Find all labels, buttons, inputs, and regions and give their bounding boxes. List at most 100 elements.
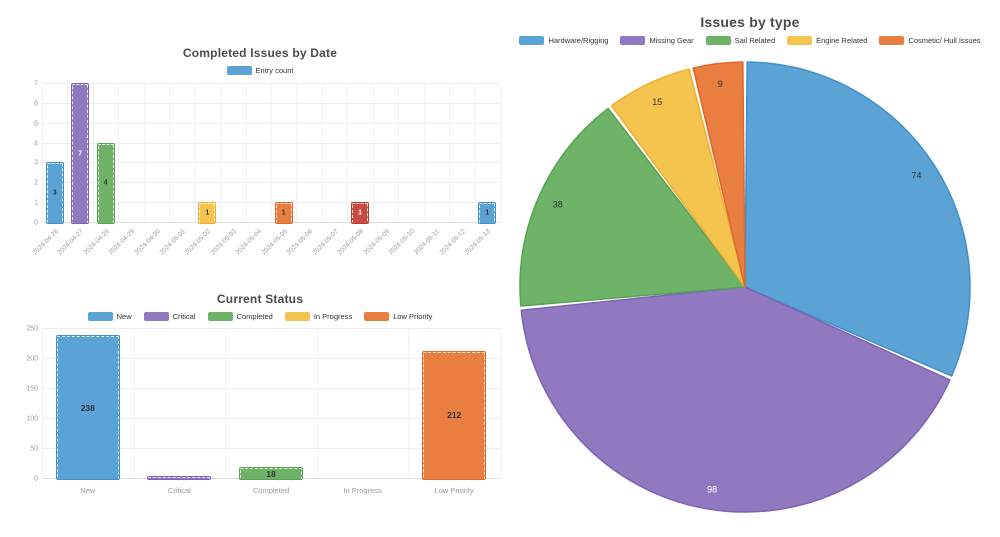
legend-swatch bbox=[519, 36, 545, 45]
bar-value-label: 212 bbox=[447, 410, 462, 421]
legend-item-critical[interactable]: Critical bbox=[143, 312, 196, 321]
pie-slice-hardware-rigging[interactable] bbox=[744, 61, 971, 377]
legend-item-in-progress[interactable]: In Progress bbox=[284, 312, 352, 321]
x-gridline bbox=[474, 84, 476, 223]
y-axis-tick-label: 0 bbox=[34, 475, 38, 483]
pie-slice-sail-related[interactable] bbox=[519, 107, 746, 307]
bar-2024-05-08[interactable] bbox=[352, 203, 369, 223]
legend-item-label: Completed bbox=[236, 312, 273, 321]
bar-value-label: 1 bbox=[205, 209, 210, 217]
x-axis-category-label: 2024-04-28 bbox=[82, 228, 111, 257]
x-axis-category-label: 2024-05-04 bbox=[234, 228, 264, 257]
y-axis-tick-label: 250 bbox=[26, 325, 38, 333]
x-axis-category-label: 2024-05-10 bbox=[387, 228, 416, 257]
x-gridline bbox=[42, 329, 43, 479]
x-axis-category-label: 2024-05-05 bbox=[260, 228, 289, 257]
bar-value-label: 18 bbox=[266, 468, 276, 479]
legend-item-engine-related[interactable]: Engine Related bbox=[787, 36, 867, 45]
current-status-bar-plot: 0 50 100 150 200 250 238 New Critical 18 Completed… bbox=[26, 326, 501, 495]
x-gridline bbox=[220, 84, 222, 223]
x-gridline bbox=[398, 84, 400, 223]
legend-item-label: Cosmetic/ Hull Issues bbox=[908, 36, 981, 45]
y-gridline bbox=[42, 448, 500, 449]
legend-item-completed[interactable]: Completed bbox=[207, 312, 273, 321]
bar-completed[interactable] bbox=[240, 468, 302, 479]
completed-issues-by-date-chart: Completed Issues by Date Entry count 0 1 2… bbox=[15, 46, 505, 256]
legend-item-label: Hardware/Rigging bbox=[548, 36, 609, 45]
bar-new[interactable] bbox=[56, 336, 119, 479]
x-axis-category-label: 2024-05-07 bbox=[311, 228, 340, 257]
y-gridline bbox=[42, 328, 500, 329]
legend-item-missing-gear[interactable]: Missing Gear bbox=[620, 36, 694, 45]
legend-item-low-priority[interactable]: Low Priority bbox=[364, 312, 432, 321]
bar-value-label: 4 bbox=[103, 179, 108, 187]
bar-2024-04-28[interactable] bbox=[97, 143, 114, 223]
pie-canvas: 74 98 38 15 9 bbox=[510, 52, 980, 527]
x-axis-category-label: New bbox=[80, 486, 96, 495]
bar-value-label: 1 bbox=[281, 209, 286, 217]
legend-swatch bbox=[143, 312, 169, 321]
legend-item-entry-count[interactable]: Entry count bbox=[226, 66, 293, 75]
bar-2024-05-13[interactable] bbox=[479, 203, 496, 223]
pie-slice-value-label: 74 bbox=[912, 170, 922, 180]
x-axis-category-label: 2024-05-12 bbox=[438, 228, 467, 257]
pie-slice-cosmetic-hull-issues[interactable] bbox=[692, 61, 746, 288]
x-gridline bbox=[169, 84, 171, 223]
pie-slice-missing-gear[interactable] bbox=[520, 286, 951, 513]
x-axis-category-label: 2024-04-26 bbox=[31, 228, 60, 257]
pie-slice-value-label: 38 bbox=[553, 199, 563, 209]
legend-swatch bbox=[879, 36, 905, 45]
bar-critical[interactable] bbox=[148, 477, 211, 479]
x-gridline bbox=[225, 329, 227, 479]
bar-value-label: 7 bbox=[78, 150, 83, 157]
legend-swatch bbox=[705, 36, 731, 45]
completed-issues-chart-title: Completed Issues by Date bbox=[182, 46, 338, 60]
y-axis-tick-label: 5 bbox=[34, 120, 38, 128]
x-axis-category-label: In Progress bbox=[343, 486, 382, 495]
x-axis-category-label: 2024-05-11 bbox=[413, 228, 442, 257]
y-gridline bbox=[42, 388, 500, 389]
x-gridline bbox=[408, 329, 410, 479]
x-gridline bbox=[423, 84, 425, 223]
legend-swatch bbox=[207, 312, 233, 321]
x-axis-category-label: 2024-05-03 bbox=[209, 228, 238, 257]
x-gridline bbox=[347, 84, 349, 223]
x-axis-category-label: 2024-05-06 bbox=[285, 228, 315, 257]
current-status-chart: Current Status New Critical Completed In Pr… bbox=[15, 292, 505, 495]
x-gridline bbox=[449, 84, 451, 223]
y-gridline bbox=[42, 358, 500, 359]
bar-value-label: 238 bbox=[80, 402, 95, 413]
y-axis-tick-label: 100 bbox=[26, 415, 38, 423]
y-axis-tick-label: 150 bbox=[26, 385, 38, 393]
legend-item-sail-related[interactable]: Sail Related bbox=[705, 36, 775, 45]
legend-item-new[interactable]: New bbox=[87, 312, 132, 321]
x-axis-category-label: Low Priority bbox=[434, 486, 474, 495]
legend-item-label: Low Priority bbox=[393, 312, 433, 321]
pie-slice-engine-related[interactable] bbox=[610, 68, 746, 288]
pie-slice-value-label: 98 bbox=[707, 484, 717, 494]
legend-swatch bbox=[364, 312, 390, 321]
x-gridline bbox=[42, 84, 43, 223]
legend-item-label: New bbox=[116, 312, 132, 321]
legend-item-hardware-rigging[interactable]: Hardware/Rigging bbox=[519, 36, 608, 45]
x-gridline bbox=[143, 84, 145, 223]
x-axis-category-label: 2024-05-13 bbox=[463, 228, 493, 257]
x-gridline bbox=[194, 84, 196, 223]
bar-2024-04-27[interactable] bbox=[72, 84, 89, 223]
x-gridline bbox=[245, 84, 247, 223]
completed-issues-chart-legend: Entry count bbox=[15, 66, 505, 75]
bar-value-label: 1 bbox=[485, 209, 490, 217]
y-axis-tick-label: 7 bbox=[34, 80, 38, 88]
y-gridline bbox=[42, 418, 500, 419]
bar-low-priority[interactable] bbox=[423, 351, 486, 479]
legend-swatch bbox=[226, 66, 252, 75]
bar-2024-05-05[interactable] bbox=[275, 203, 292, 223]
bar-2024-04-26[interactable] bbox=[46, 163, 63, 223]
legend-swatch bbox=[284, 312, 310, 321]
legend-item-label: Critical bbox=[172, 312, 196, 321]
x-gridline bbox=[133, 329, 135, 479]
bar-2024-05-02[interactable] bbox=[199, 203, 216, 223]
current-status-chart-legend: New Critical Completed In Progress Low Prior… bbox=[15, 312, 505, 321]
legend-item-cosmetic-hull-issues[interactable]: Cosmetic/ Hull Issues bbox=[879, 36, 981, 45]
